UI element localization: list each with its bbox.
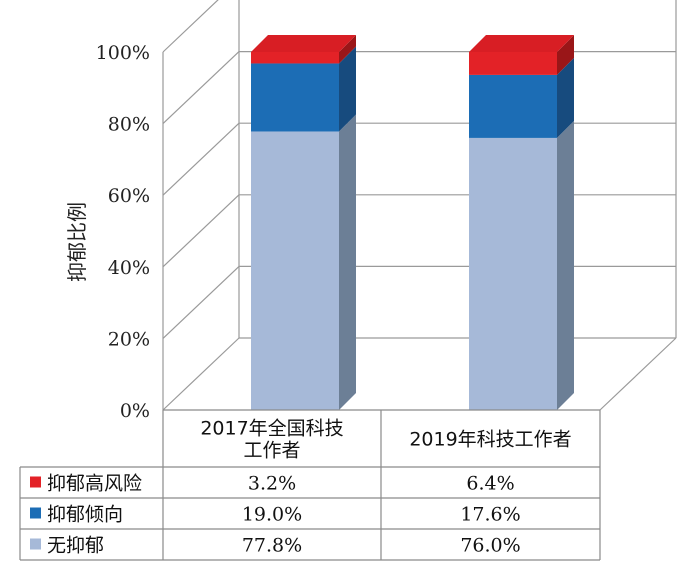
gridline-side-4 (162, 51, 240, 125)
data-label: 3.2% (248, 473, 296, 495)
y-axis-label: 抑郁比例 (65, 202, 89, 282)
bar-stack (469, 35, 574, 411)
bar-segment (251, 131, 339, 410)
data-label: 19.0% (242, 504, 302, 526)
data-label: 6.4% (466, 473, 514, 495)
legend-label: 抑郁高风险 (47, 473, 142, 495)
bar-segment (251, 52, 339, 64)
y-tick-label: 0% (120, 400, 150, 422)
bar-segment (469, 137, 557, 411)
y-tick-label: 60% (108, 185, 150, 207)
category-label: 2017年全国科技 (200, 418, 343, 440)
y-tick-label: 100% (96, 42, 150, 64)
y-tick-label: 40% (108, 257, 150, 279)
gridline-side-1 (162, 265, 240, 339)
bar-top (469, 35, 574, 52)
bar-side (557, 57, 574, 138)
bar-top (251, 35, 356, 52)
data-label: 17.6% (460, 504, 520, 526)
bar-segment (469, 74, 557, 138)
gridline-side-5 (162, 0, 219, 53)
bar-side (339, 114, 356, 410)
legend-swatch (30, 507, 41, 519)
legend-swatch (30, 538, 41, 550)
data-label: 76.0% (460, 535, 520, 557)
legend-swatch (30, 476, 41, 488)
bar-side (557, 120, 574, 411)
gridline-side-2 (162, 194, 240, 268)
floor-right-edge (599, 337, 677, 411)
legend-label: 无抑郁 (47, 535, 104, 557)
category-label: 2019年科技工作者 (409, 429, 571, 451)
legend-label: 抑郁倾向 (47, 504, 123, 526)
gridline-side-0 (162, 337, 240, 411)
data-label: 77.8% (242, 535, 302, 557)
bar-segment (251, 63, 339, 132)
y-tick-label: 20% (108, 328, 150, 350)
bar-side (339, 35, 356, 64)
category-label: 工作者 (243, 440, 300, 462)
bar-side (557, 35, 574, 75)
y-tick-label: 80% (108, 114, 150, 136)
bar-segment (469, 52, 557, 75)
gridline-side-3 (162, 122, 240, 196)
bar-side (339, 46, 356, 132)
bar-stack (251, 35, 356, 410)
